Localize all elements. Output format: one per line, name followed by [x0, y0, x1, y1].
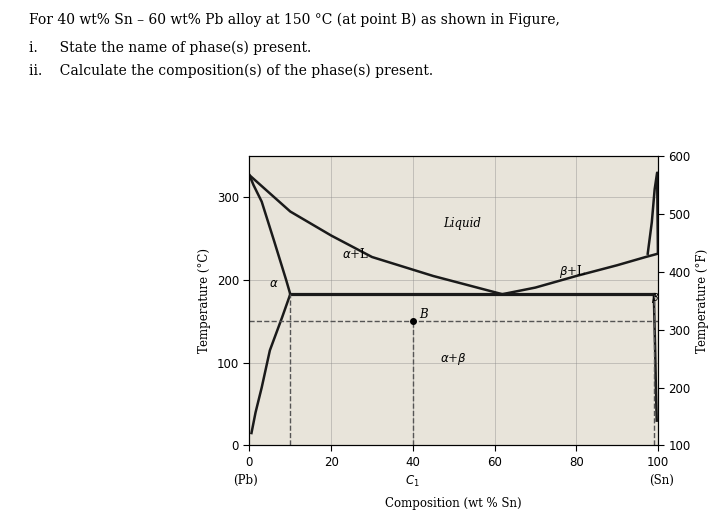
Text: ii.    Calculate the composition(s) of the phase(s) present.: ii. Calculate the composition(s) of the … — [29, 64, 433, 78]
Y-axis label: Temperature (°C): Temperature (°C) — [198, 248, 211, 353]
X-axis label: Composition (wt % Sn): Composition (wt % Sn) — [385, 497, 522, 509]
Text: (Sn): (Sn) — [649, 474, 675, 487]
Text: $C_1$: $C_1$ — [406, 474, 420, 489]
Text: B: B — [419, 308, 427, 321]
Text: $\alpha$+$\beta$: $\alpha$+$\beta$ — [440, 351, 467, 367]
Text: (Pb): (Pb) — [233, 474, 257, 487]
Text: $\alpha$+L: $\alpha$+L — [342, 247, 369, 261]
Text: Liquid: Liquid — [443, 218, 481, 230]
Y-axis label: Temperature (°F): Temperature (°F) — [696, 249, 709, 353]
Text: i.     State the name of phase(s) present.: i. State the name of phase(s) present. — [29, 41, 311, 55]
Text: $\beta$+L: $\beta$+L — [559, 263, 586, 281]
Text: $\alpha$: $\alpha$ — [269, 277, 279, 290]
Text: $\beta$: $\beta$ — [651, 291, 659, 305]
Text: For 40 wt% Sn – 60 wt% Pb alloy at 150 °C (at point B) as shown in Figure,: For 40 wt% Sn – 60 wt% Pb alloy at 150 °… — [29, 13, 560, 27]
